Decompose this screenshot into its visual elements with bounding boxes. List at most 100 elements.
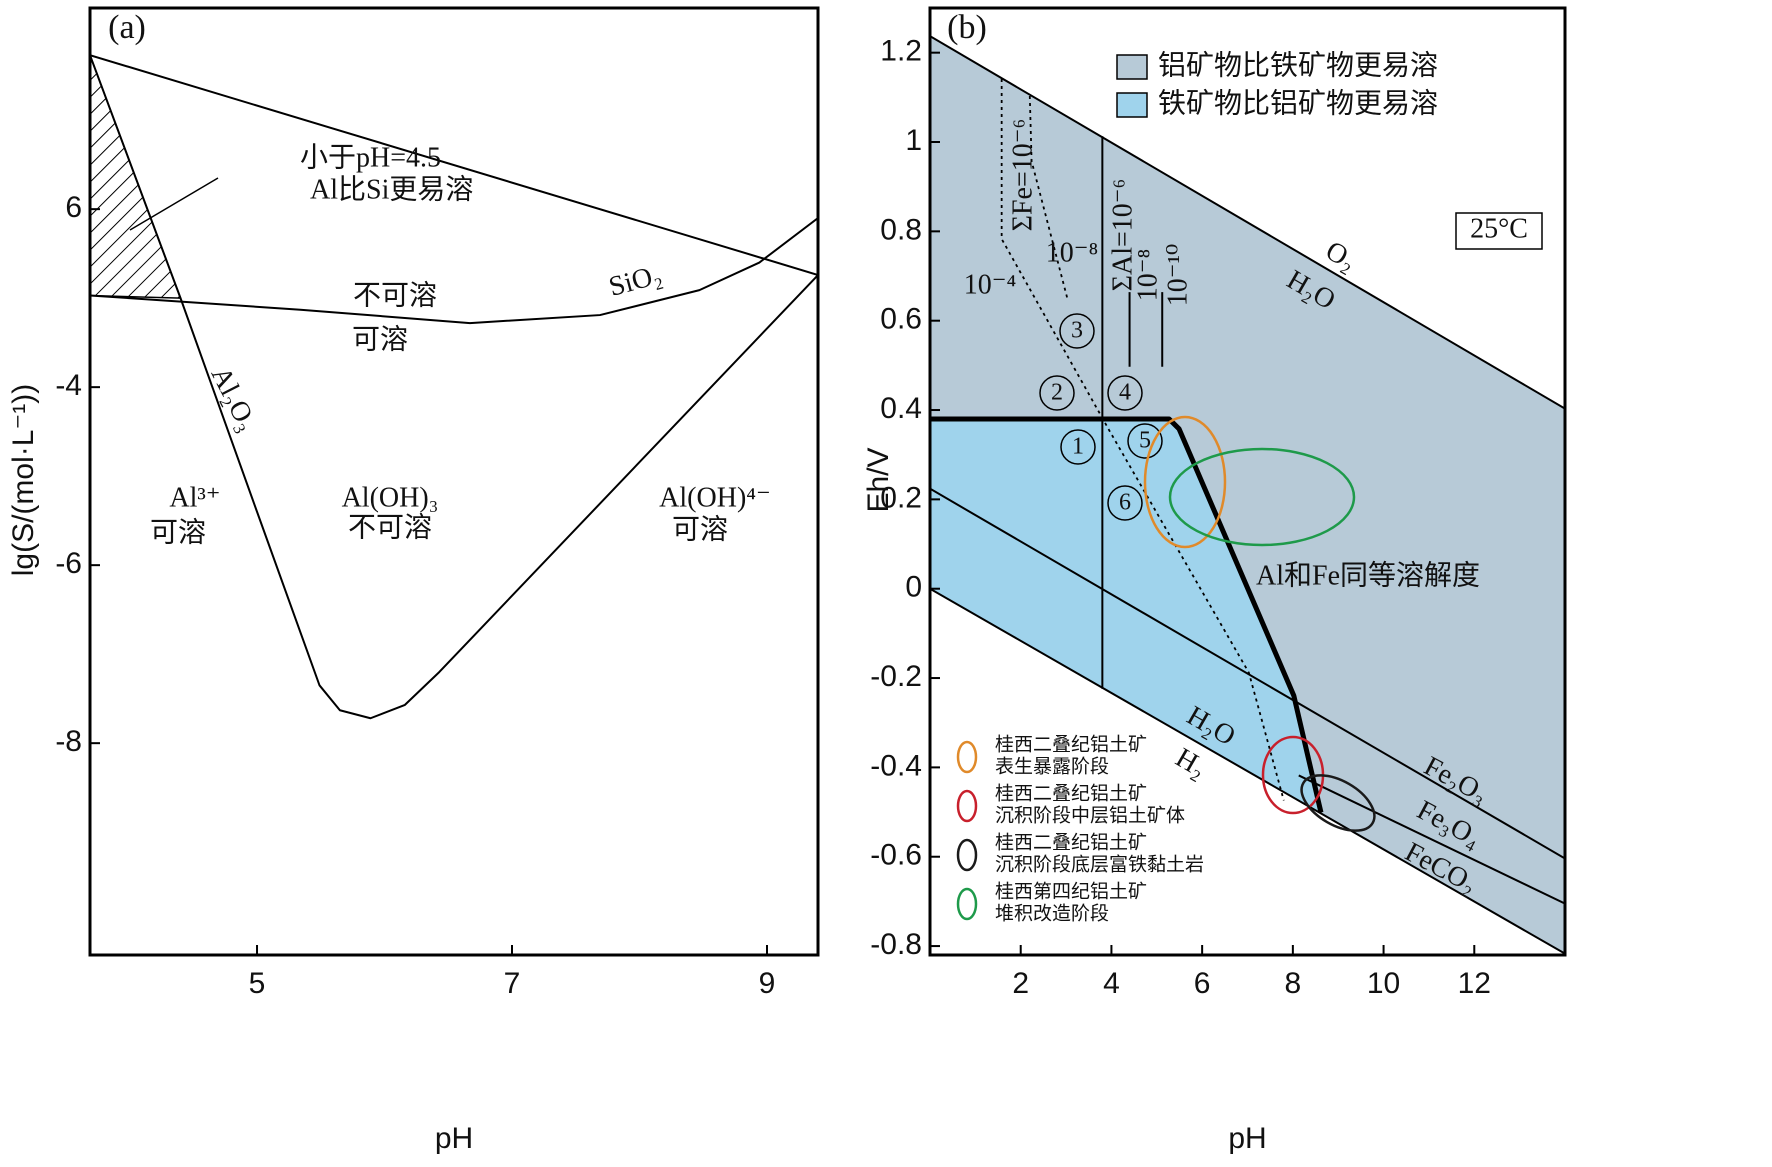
annotation: 10⁻¹⁰	[1162, 244, 1193, 306]
annotation: Al比Si更易溶	[310, 173, 473, 205]
y-tick-label: -0.8	[870, 928, 922, 961]
annotation: 25°C	[1470, 213, 1528, 244]
legend-ellipse	[956, 789, 978, 823]
legend-swatch	[1116, 54, 1148, 80]
y-tick-label: -0.2	[870, 660, 922, 693]
legend-label: 铝矿物比铁矿物更易溶	[1158, 49, 1438, 81]
legend-label: 桂西二叠纪铝土矿	[995, 733, 1147, 755]
annotation: 不可溶	[353, 279, 437, 311]
plot-frame	[928, 6, 1567, 957]
legend-swatch	[1116, 92, 1148, 118]
legend-label: 铁矿物比铝矿物更易溶	[1158, 87, 1438, 119]
circled-number-label: 4	[1119, 380, 1131, 406]
x-tick-label: 5	[249, 967, 266, 1000]
panel-label: (a)	[108, 9, 146, 46]
panel-label: (b)	[947, 9, 987, 46]
y-tick-label: 1.2	[880, 35, 922, 68]
y-tick-label: 0.2	[880, 481, 922, 514]
curve	[90, 54, 818, 276]
annotation: Al₂O₃	[205, 362, 263, 436]
annotation: ΣAl=10⁻⁶	[1107, 179, 1138, 292]
annotation: Al³⁺	[169, 482, 220, 513]
y-axis-label: Eh/V	[862, 447, 895, 512]
legend-label: 沉积阶段底层富铁黏土岩	[995, 853, 1204, 875]
x-tick-label: 9	[759, 967, 776, 1000]
annotation: 不可溶	[348, 511, 432, 543]
y-tick-label: 6	[65, 191, 82, 224]
y-tick-label: -8	[55, 725, 82, 758]
region-fe-more-soluble	[930, 418, 1321, 814]
circled-number	[1107, 375, 1143, 411]
field-ellipse	[1143, 415, 1227, 549]
x-tick-label: 12	[1458, 967, 1491, 1000]
y-tick-label: 1	[905, 124, 922, 157]
y-tick-label: -6	[55, 547, 82, 580]
curve	[930, 587, 1565, 955]
annotation: 可溶	[150, 516, 206, 548]
annotation: 10⁻⁸	[1046, 237, 1099, 268]
y-tick-label: -0.6	[870, 839, 922, 872]
curve	[930, 487, 1565, 860]
curves	[930, 35, 1565, 955]
annotation: H₂	[1170, 742, 1211, 784]
x-tick-label: 6	[1194, 967, 1211, 1000]
legend-label: 桂西二叠纪铝土矿	[995, 782, 1147, 804]
panel-a: 5 7 96-4-6-8pHlg(S/(mol·L⁻¹))(a)小于pH=4.5Al…	[7, 6, 820, 1155]
curve	[1298, 774, 1565, 905]
x-tick-label: 8	[1285, 967, 1302, 1000]
y-tick-label: -0.4	[870, 749, 922, 782]
legend-ellipse	[956, 887, 978, 921]
annotation: Al(OH)⁴⁻	[659, 482, 771, 513]
x-tick-label: 7	[504, 967, 521, 1000]
legend-label: 堆积改造阶段	[995, 902, 1109, 924]
legend-ellipse	[956, 838, 978, 872]
leader-line	[129, 177, 219, 231]
curves	[90, 54, 818, 720]
circled-number-label: 5	[1139, 428, 1151, 454]
region-al-more-soluble	[930, 36, 1565, 954]
y-tick-label: 0.8	[880, 213, 922, 246]
annotation: 可溶	[672, 513, 728, 545]
circled-number	[1107, 485, 1143, 521]
circled-number-label: 6	[1119, 490, 1131, 516]
y-tick-label: 0	[905, 571, 922, 604]
legend-label: 桂西第四纪铝土矿	[995, 880, 1147, 902]
temperature-box	[1455, 212, 1543, 250]
legend-ellipse	[956, 740, 978, 774]
x-tick-label: 10	[1367, 967, 1400, 1000]
x-tick-label: 2	[1012, 967, 1029, 1000]
curve	[930, 35, 1565, 410]
curve	[1028, 95, 1069, 300]
circled-number-label: 3	[1071, 318, 1083, 344]
curve	[90, 217, 818, 325]
plot-frame	[88, 6, 820, 957]
y-axis-label: lg(S/(mol·L⁻¹))	[7, 384, 40, 577]
annotation: 可溶	[352, 323, 408, 355]
circled-number	[1060, 429, 1096, 465]
field-ellipse	[1300, 774, 1376, 832]
annotation: SiO₂	[606, 259, 666, 303]
circled-number-label: 2	[1051, 380, 1063, 406]
annotation: 10⁻⁴	[964, 269, 1017, 300]
y-tick-label: 0.4	[880, 392, 922, 425]
field-ellipse	[1168, 447, 1356, 547]
x-tick-label: 4	[1103, 967, 1120, 1000]
circled-number	[1039, 375, 1075, 411]
legend-label: 表生暴露阶段	[995, 755, 1109, 777]
legend-label: 桂西二叠纪铝土矿	[995, 831, 1147, 853]
x-axis-label: pH	[435, 1122, 473, 1155]
y-tick-label: 0.6	[880, 303, 922, 336]
circled-number	[1059, 313, 1095, 349]
x-axis-label: pH	[1228, 1122, 1266, 1155]
y-tick-label: -4	[55, 369, 82, 402]
circled-number	[1127, 423, 1163, 459]
annotation: 小于pH=4.5	[300, 142, 441, 173]
annotation: Al和Fe同等溶解度	[1256, 559, 1480, 591]
curve	[1000, 79, 1285, 801]
legend-label: 沉积阶段中层铝土矿体	[995, 804, 1185, 826]
curve	[930, 416, 1324, 814]
panel-b: 2 4 6 8 10 12 1.2 1 0.8 0.6 0.4 0.2 0 -0.2 -0.4 -0.6 -0.…	[862, 6, 1567, 1155]
annotation: 10⁻⁸	[1132, 249, 1163, 302]
annotation: Al(OH)₃	[342, 482, 439, 513]
